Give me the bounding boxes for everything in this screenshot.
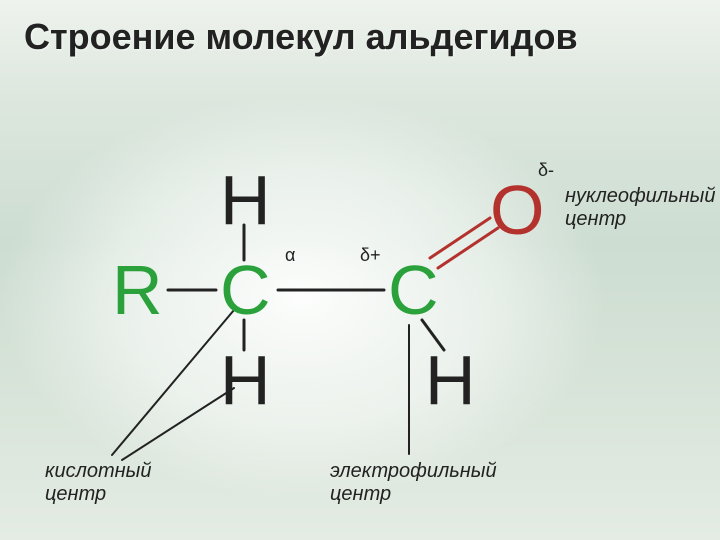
atom-H3: H [425,345,476,415]
label-electro: электрофильныйцентр [330,460,497,506]
subscript-delta_plus: δ+ [360,245,381,266]
pointer-0 [112,310,234,455]
atom-O: O [490,175,544,245]
atom-C1: C [220,255,271,325]
subscript-delta_minus: δ- [538,160,554,181]
atom-H1: H [220,165,271,235]
bond-layer [0,0,720,540]
label-nucleo: нуклеофильныйцентр [565,185,715,231]
atom-C2: C [388,255,439,325]
atom-H2: H [220,345,271,415]
atom-R: R [112,255,163,325]
subscript-alpha: α [285,245,295,266]
label-acid: кислотныйцентр [45,460,151,506]
